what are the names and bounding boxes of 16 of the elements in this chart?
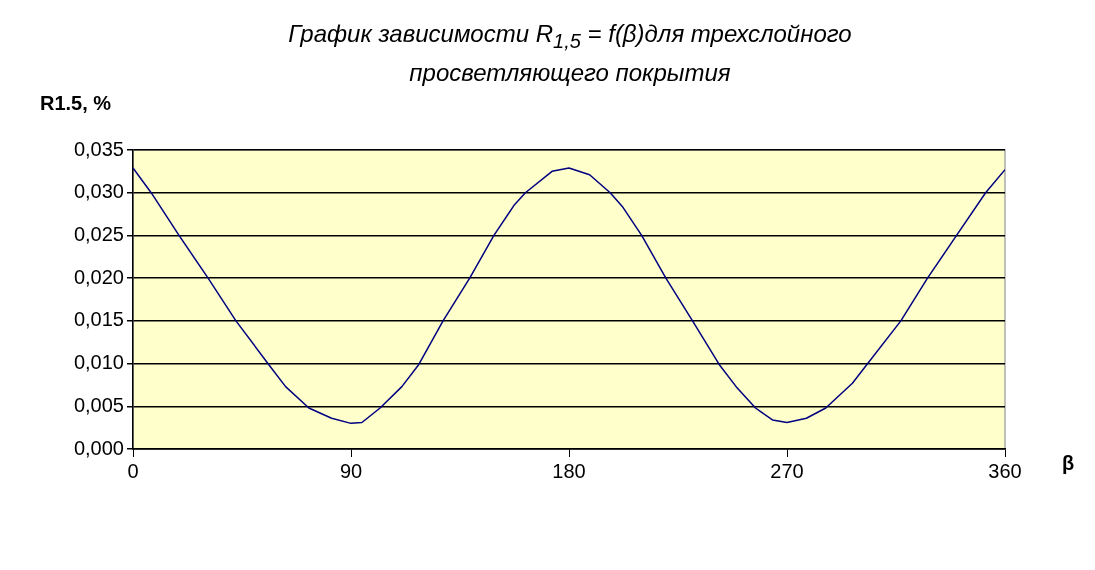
x-tick-label: 270 bbox=[770, 459, 804, 482]
y-tick-label: 0,030 bbox=[73, 180, 124, 203]
y-tick-label: 0,035 bbox=[73, 137, 124, 160]
y-tick-label: 0,025 bbox=[73, 222, 124, 245]
y-tick-label: 0,000 bbox=[73, 436, 124, 459]
y-axis-title: R1.5, % bbox=[40, 92, 112, 115]
y-tick-label: 0,020 bbox=[73, 265, 124, 288]
y-tick-label: 0,005 bbox=[73, 393, 124, 416]
x-tick-label: 360 bbox=[988, 459, 1022, 482]
x-tick-label: 90 bbox=[339, 459, 363, 482]
chart-title: График зависимости R$_{1,5}$ = f(β)для трехслойного просветляющего покрытия bbox=[287, 19, 853, 88]
x-axis-title: β bbox=[1062, 452, 1075, 475]
y-tick-label: 0,010 bbox=[73, 351, 124, 374]
x-tick-label: 180 bbox=[552, 459, 586, 482]
y-tick-label: 0,015 bbox=[73, 308, 124, 331]
x-tick-label: 0 bbox=[127, 459, 139, 482]
